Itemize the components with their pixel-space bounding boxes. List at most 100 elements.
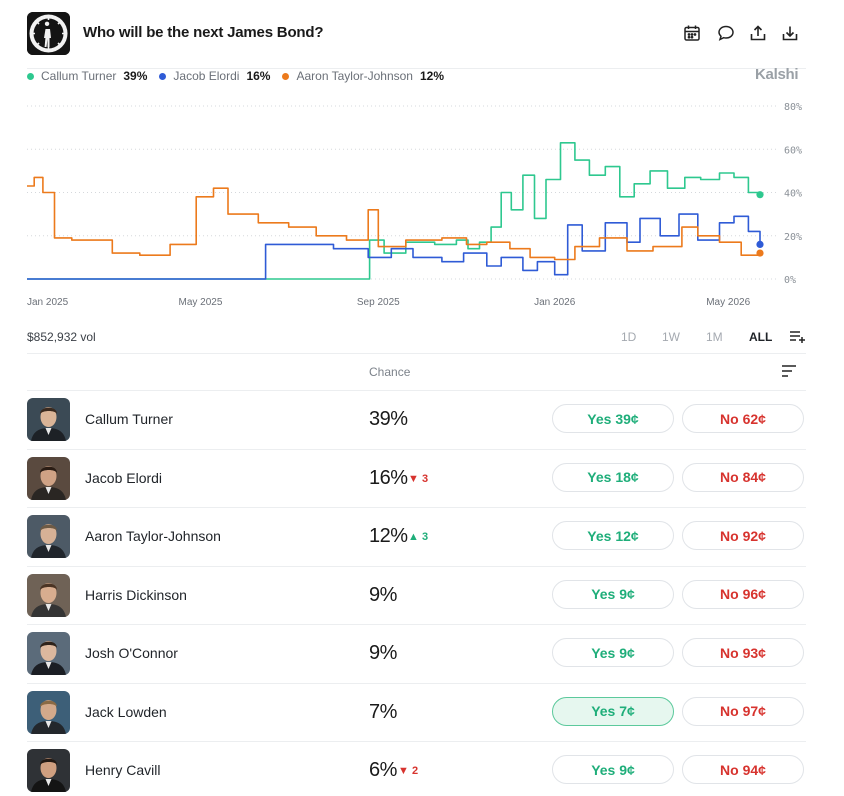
legend-dot — [159, 72, 167, 80]
legend-pct: 39% — [123, 69, 148, 83]
series-end-point-jacob-elordi — [756, 240, 764, 248]
share-icon[interactable] — [747, 22, 769, 44]
outcome-chance: 7% — [369, 700, 397, 723]
series-line-callum-turner — [27, 142, 761, 280]
avatar — [27, 632, 70, 675]
outcome-row[interactable]: Aaron Taylor-Johnson 12% Yes 12¢ No 92¢ ▲ 3 — [27, 507, 806, 565]
y-tick-label: 80% — [784, 102, 802, 113]
outcome-row[interactable]: Jacob Elordi 16% Yes 18¢ No 84¢ ▼ 3 — [27, 449, 806, 507]
avatar — [27, 573, 70, 617]
market-header: Who will be the next James Bond? — [0, 0, 844, 68]
change-value: 3 — [421, 531, 429, 543]
legend-label: Jacob Elordi — [173, 69, 240, 83]
table-divider — [27, 353, 806, 354]
outcome-name: Josh O'Connor — [85, 645, 178, 661]
price-history-chart[interactable]: 80% 60% 40% 20% 0% Jan 2025 May 2025 Sep 2025 J… — [0, 90, 844, 315]
x-tick-label: May 2025 — [179, 297, 223, 308]
outcome-chance: 9% — [369, 642, 397, 664]
chance-column-header: Chance — [369, 365, 411, 379]
outcome-row[interactable]: Harris Dickinson 9% Yes 9¢ No 96¢ — [27, 566, 806, 624]
buy-yes-button[interactable]: Yes 7¢ — [552, 696, 674, 726]
buy-no-button[interactable]: No 62¢ — [682, 404, 804, 433]
triangle-down-icon: ▼ — [408, 472, 422, 485]
outcome-row[interactable]: Josh O'Connor 9% Yes 9¢ No 93¢ — [27, 624, 806, 682]
outcome-chance: 12% — [369, 525, 408, 547]
legend-label: Callum Turner — [41, 69, 117, 83]
change-value: 2 — [411, 765, 419, 777]
legend-pct: 12% — [419, 69, 445, 83]
sort-icon[interactable] — [780, 363, 798, 379]
range-all-button[interactable]: ALL — [749, 330, 773, 344]
buy-yes-button[interactable]: Yes 9¢ — [552, 638, 674, 667]
x-tick-label: Sep 2025 — [357, 297, 400, 308]
header-divider — [27, 68, 806, 69]
change-up-indicator: ▲ 3 — [408, 531, 428, 543]
outcome-chance: 9% — [369, 583, 397, 606]
legend-item-callum-turner: Callum Turner 39% — [27, 69, 147, 83]
buy-no-button[interactable]: No 97¢ — [682, 696, 804, 726]
avatar — [27, 749, 70, 792]
y-tick-label: 20% — [784, 232, 802, 243]
buy-yes-button[interactable]: Yes 9¢ — [552, 579, 674, 609]
comment-icon[interactable] — [715, 22, 737, 44]
buy-no-button[interactable]: No 92¢ — [682, 521, 804, 550]
outcome-name: Jacob Elordi — [85, 469, 163, 486]
avatar — [27, 456, 70, 500]
buy-no-button[interactable]: No 94¢ — [682, 755, 804, 784]
table-divider — [27, 390, 806, 391]
row-divider — [27, 682, 806, 684]
buy-yes-button[interactable]: Yes 12¢ — [552, 521, 674, 550]
row-divider — [27, 624, 806, 625]
buy-yes-button[interactable]: Yes 18¢ — [552, 462, 674, 492]
add-to-list-icon[interactable] — [789, 330, 807, 344]
market-title: Who will be the next James Bond? — [83, 24, 324, 41]
change-down-indicator: ▼ 3 — [408, 473, 428, 485]
range-1w-button[interactable]: 1W — [662, 330, 680, 344]
change-value: 3 — [421, 472, 429, 485]
buy-no-button[interactable]: No 96¢ — [682, 579, 804, 609]
triangle-down-icon: ▼ — [398, 765, 412, 777]
legend-item-aaron-taylor-johnson: Aaron Taylor-Johnson 12% — [282, 69, 444, 83]
row-divider — [27, 507, 806, 508]
row-divider — [27, 448, 806, 450]
legend-item-jacob-elordi: Jacob Elordi 16% — [159, 69, 270, 83]
legend-dot — [282, 72, 290, 80]
buy-yes-button[interactable]: Yes 9¢ — [552, 755, 674, 784]
outcome-row[interactable]: Jack Lowden 7% Yes 7¢ No 97¢ — [27, 683, 806, 741]
avatar — [27, 515, 70, 558]
outcome-name: Callum Turner — [85, 411, 173, 427]
outcome-row[interactable]: Henry Cavill 6% Yes 9¢ No 94¢ ▼ 2 — [27, 741, 806, 796]
legend-label: Aaron Taylor-Johnson — [296, 69, 413, 83]
x-tick-label: Jan 2026 — [534, 297, 576, 308]
outcome-name: Henry Cavill — [85, 762, 161, 778]
outcome-row[interactable]: Callum Turner 39% Yes 39¢ No 62¢ — [27, 390, 806, 448]
y-tick-label: 60% — [784, 145, 802, 156]
triangle-up-icon: ▲ — [408, 531, 422, 543]
calendar-icon[interactable] — [681, 22, 703, 44]
buy-yes-button[interactable]: Yes 39¢ — [552, 404, 674, 433]
y-tick-label: 0% — [784, 275, 796, 286]
series-end-point-aaron-taylor-johnson — [756, 249, 764, 257]
y-tick-label: 40% — [784, 189, 802, 200]
outcome-name: Jack Lowden — [85, 703, 167, 720]
buy-no-button[interactable]: No 93¢ — [682, 638, 804, 667]
x-tick-label: Jan 2025 — [27, 297, 69, 308]
series-end-point-callum-turner — [756, 191, 764, 199]
range-1d-button[interactable]: 1D — [621, 330, 637, 344]
market-logo — [27, 12, 70, 55]
legend-dot — [27, 72, 34, 80]
legend-pct: 16% — [246, 69, 271, 83]
avatar — [27, 398, 70, 441]
x-tick-label: May 2026 — [706, 297, 750, 308]
outcome-chance: 16% — [369, 466, 408, 489]
avatar — [27, 690, 70, 734]
row-divider — [27, 741, 806, 742]
outcome-name: Harris Dickinson — [85, 586, 187, 603]
outcome-chance: 39% — [369, 408, 408, 430]
range-1m-button[interactable]: 1M — [706, 330, 723, 344]
download-icon[interactable] — [779, 22, 801, 44]
row-divider — [27, 565, 806, 567]
buy-no-button[interactable]: No 84¢ — [682, 462, 804, 492]
series-line-aaron-taylor-johnson — [27, 176, 761, 261]
outcome-chance: 6% — [369, 759, 397, 781]
